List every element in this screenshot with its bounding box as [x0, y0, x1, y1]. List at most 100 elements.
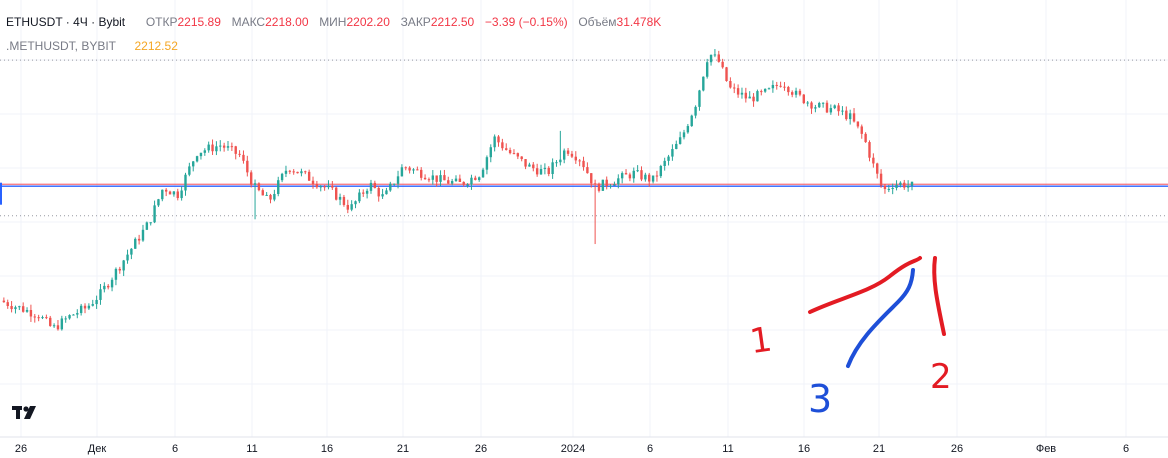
candle-body: [288, 170, 292, 172]
candle-body: [211, 144, 214, 152]
candle-body: [404, 167, 407, 169]
candle-body: [852, 113, 856, 122]
candle-body: [582, 160, 585, 168]
x-tick-label: 11: [722, 443, 733, 455]
candle-body: [690, 115, 693, 127]
candle-body: [895, 184, 898, 188]
open-value: 2215.89: [177, 15, 221, 29]
candle-body: [872, 157, 875, 164]
candle-body: [52, 325, 56, 327]
candle-body: [806, 102, 809, 104]
candle-body: [489, 147, 492, 158]
candle-body: [760, 91, 763, 93]
candle-body: [412, 169, 415, 171]
candle-body: [848, 113, 852, 120]
candle-body: [319, 186, 322, 188]
candle-body: [791, 92, 794, 95]
candle-body: [443, 175, 446, 181]
candle-body: [130, 248, 133, 255]
volume-label: Объём: [578, 15, 617, 29]
x-tick-label: 26: [951, 443, 963, 455]
candle-body: [83, 305, 87, 309]
candle-body: [620, 173, 624, 179]
candle-body: [493, 136, 496, 148]
candle-body: [856, 121, 860, 127]
candle-body: [574, 156, 577, 161]
candle-body: [249, 172, 253, 185]
candle-body: [543, 167, 547, 170]
candle-body: [651, 175, 655, 182]
candle-body: [126, 254, 129, 261]
x-tick-label: 2024: [561, 443, 585, 455]
annotation-line-2[interactable]: [932, 256, 946, 336]
candle-body: [454, 178, 458, 182]
candle-body: [447, 180, 450, 184]
candle-body: [613, 184, 616, 186]
candle-body: [841, 110, 844, 112]
tradingview-logo-icon[interactable]: [12, 402, 40, 424]
candle-body: [740, 92, 744, 95]
candle-body: [184, 174, 187, 191]
candle-body: [593, 183, 597, 185]
candle-body: [64, 318, 67, 320]
grid: [0, 0, 1168, 437]
legend-main: ETHUSDT · 4Ч · Bybit ОТКР2215.89 МАКС221…: [6, 15, 661, 29]
candle-body: [338, 196, 342, 200]
low-value: 2202.20: [346, 15, 390, 29]
candle-body: [110, 279, 114, 288]
high-value: 2218.00: [265, 15, 309, 29]
x-tick-label: 11: [246, 443, 257, 455]
high-label: МАКС: [231, 15, 266, 29]
candle-body: [21, 306, 25, 312]
candle-body: [787, 87, 790, 93]
horizontal-levels: [0, 59, 1168, 217]
candle-body: [269, 194, 272, 200]
x-tick-label: 21: [873, 443, 885, 455]
candle-body: [192, 161, 195, 167]
candle-body: [725, 67, 728, 82]
candle-body: [29, 310, 33, 317]
candle-body: [342, 196, 346, 205]
candle-body: [99, 289, 102, 300]
candle-body: [296, 171, 299, 174]
annotation-line-1[interactable]: [808, 256, 922, 314]
annotation-line-3[interactable]: [846, 268, 915, 368]
candle-body: [300, 171, 303, 174]
candle-body: [41, 317, 44, 319]
secondary-value: 2212.52: [134, 39, 178, 53]
candle-body: [149, 222, 152, 224]
candle-body: [6, 302, 9, 307]
candle-body: [277, 180, 280, 194]
candle-body: [45, 317, 48, 319]
candle-body: [632, 170, 635, 179]
candle-body: [369, 182, 373, 191]
candle-body: [354, 201, 357, 205]
candle-body: [327, 185, 330, 188]
candle-body: [118, 268, 121, 271]
candle-body: [682, 132, 686, 138]
secondary-symbol[interactable]: .METHUSDT, BYBIT: [6, 39, 116, 53]
candle-body: [389, 183, 392, 191]
candle-body: [427, 179, 431, 181]
candle-body: [547, 167, 550, 175]
candle-body: [365, 190, 369, 194]
candle-body: [423, 177, 427, 180]
candle-body: [273, 193, 276, 200]
candle-body: [392, 183, 396, 185]
candle-body: [798, 90, 802, 95]
candle-body: [219, 145, 222, 147]
candle-body: [663, 160, 666, 167]
candle-body: [253, 183, 257, 185]
candle-body: [280, 173, 284, 181]
candle-body: [145, 222, 149, 230]
candle-body: [335, 187, 338, 200]
candle-body: [535, 168, 539, 175]
level-handle[interactable]: [0, 182, 2, 205]
candle-body: [199, 152, 203, 157]
symbol-title[interactable]: ETHUSDT · 4Ч · Bybit: [6, 15, 126, 29]
candle-body: [628, 174, 632, 179]
candle-body: [563, 150, 566, 160]
